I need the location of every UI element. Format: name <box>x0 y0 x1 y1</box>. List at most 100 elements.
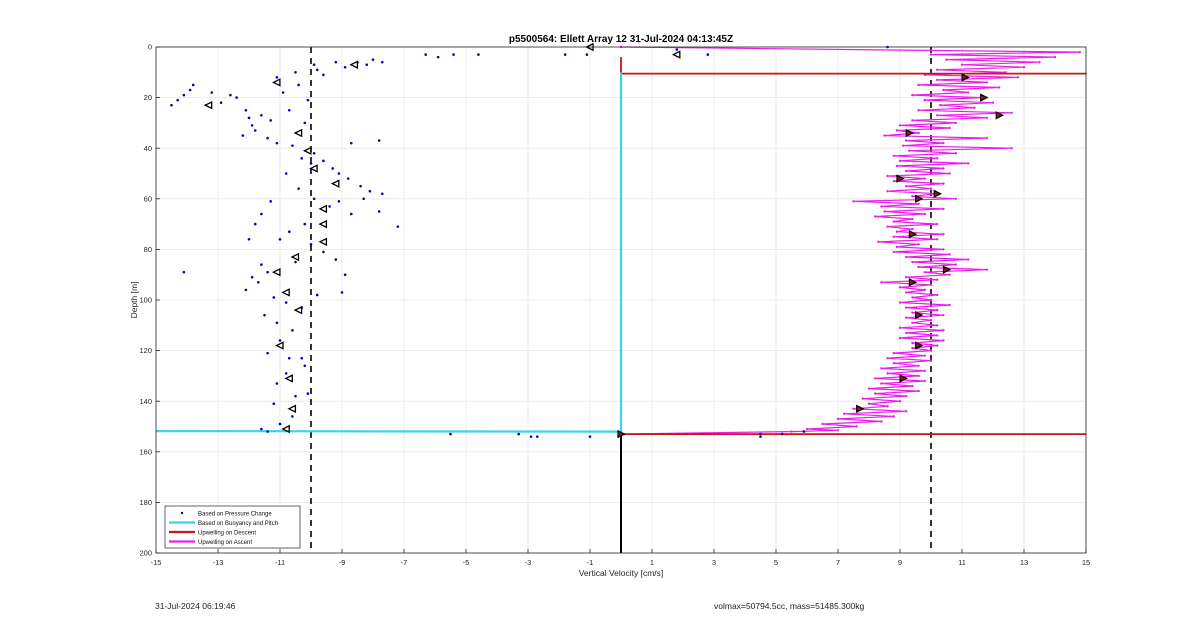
ascent-point <box>936 222 939 226</box>
ascent-point <box>911 296 914 299</box>
ascent-point <box>905 169 908 173</box>
pressure-point <box>350 141 353 145</box>
pressure-point <box>377 210 381 213</box>
pressure-point <box>517 432 520 436</box>
ascent-point <box>898 301 902 304</box>
ascent-point <box>967 258 970 261</box>
ascent-point <box>1010 147 1013 150</box>
ascent-point <box>892 351 895 355</box>
descent-triangle-marker <box>293 128 303 138</box>
y-tick-label: 120 <box>139 346 152 355</box>
pressure-point <box>294 394 297 398</box>
ascent-point <box>895 129 899 132</box>
x-tick-label: -7 <box>401 558 408 567</box>
pressure-point <box>253 222 257 226</box>
ascent-point <box>936 293 939 297</box>
pressure-point <box>563 53 567 56</box>
ascent-point <box>892 220 895 223</box>
pressure-point <box>381 60 384 64</box>
pressure-point <box>182 93 186 97</box>
ascent-point <box>911 217 914 221</box>
y-tick-label: 0 <box>148 43 152 52</box>
ascent-point <box>929 319 933 322</box>
x-tick-label: 7 <box>836 558 840 567</box>
ascent-point <box>905 139 908 142</box>
ascent-point <box>880 367 883 370</box>
x-tick-label: 11 <box>958 558 966 567</box>
ascent-point <box>917 364 920 367</box>
ascent-point <box>942 207 945 211</box>
ascent-triangle-marker <box>908 278 918 287</box>
y-tick-label: 100 <box>139 296 152 305</box>
buoyancy-line <box>155 72 623 433</box>
pressure-point <box>303 121 307 125</box>
ascent-point <box>936 78 939 82</box>
ascent-point <box>892 179 895 183</box>
ascent-point <box>936 308 939 312</box>
ascent-point <box>855 425 858 428</box>
pressure-point <box>309 162 313 165</box>
pressure-point <box>281 91 285 94</box>
ascent-point <box>901 144 905 147</box>
pressure-point <box>306 98 310 102</box>
plot-frame <box>155 46 1087 554</box>
legend-label: Upwelling on Ascent <box>198 540 252 546</box>
ascent-point <box>936 278 939 281</box>
pressure-point <box>244 288 248 292</box>
ascent-point <box>895 164 899 168</box>
pressure-point <box>322 73 325 77</box>
y-tick-label: 200 <box>139 549 152 558</box>
ascent-point <box>973 106 976 109</box>
pressure-point <box>260 263 263 266</box>
pressure-point <box>250 275 254 279</box>
pressure-point <box>346 177 350 180</box>
ascent-point <box>911 384 914 388</box>
ascent-point <box>911 341 914 345</box>
pressure-point <box>312 63 316 67</box>
pressure-point <box>294 260 297 264</box>
pressure-point <box>436 55 440 59</box>
ascent-triangle-marker <box>942 265 952 274</box>
ascent-point <box>911 311 914 314</box>
pressure-point <box>315 68 319 72</box>
pressure-point <box>182 270 186 274</box>
ascent-point <box>923 369 926 373</box>
x-tick-label: -11 <box>275 558 285 567</box>
pressure-point <box>294 71 297 74</box>
ascent-point <box>805 427 809 431</box>
pressure-point <box>312 197 316 201</box>
ascent-point <box>843 412 846 416</box>
y-axis-label: Depth [m] <box>129 282 139 319</box>
pressure-point <box>260 114 263 117</box>
ascent-point <box>898 326 902 330</box>
ascent-point <box>874 392 877 395</box>
pressure-point <box>288 108 291 112</box>
ascent-point <box>942 248 945 251</box>
pressure-point <box>424 53 428 56</box>
pressure-point <box>371 58 375 61</box>
timestamp-label: 31-Jul-2024 06:19:46 <box>155 601 236 611</box>
ascent-point <box>867 387 871 390</box>
descent-triangle-marker <box>671 50 681 59</box>
pressure-point <box>266 351 269 355</box>
pressure-point <box>780 432 784 436</box>
pressure-point <box>288 230 291 233</box>
ascent-point <box>905 255 908 259</box>
ascent-point <box>911 195 914 198</box>
pressure-point <box>340 291 344 294</box>
ascent-point <box>852 200 855 203</box>
pressure-point <box>275 321 279 325</box>
pressure-point <box>191 83 195 87</box>
pressure-point <box>350 212 353 216</box>
ascent-triangle-marker <box>914 311 924 320</box>
ascent-point <box>954 121 957 125</box>
descent-triangle-marker <box>330 179 340 188</box>
ascent-point <box>905 306 908 309</box>
ascent-line <box>620 46 1081 435</box>
ascent-point <box>1010 111 1013 114</box>
ascent-point <box>942 182 945 185</box>
ascent-triangle-marker <box>896 174 905 183</box>
ascent-point <box>936 68 939 71</box>
descent-triangle-marker <box>309 164 318 173</box>
